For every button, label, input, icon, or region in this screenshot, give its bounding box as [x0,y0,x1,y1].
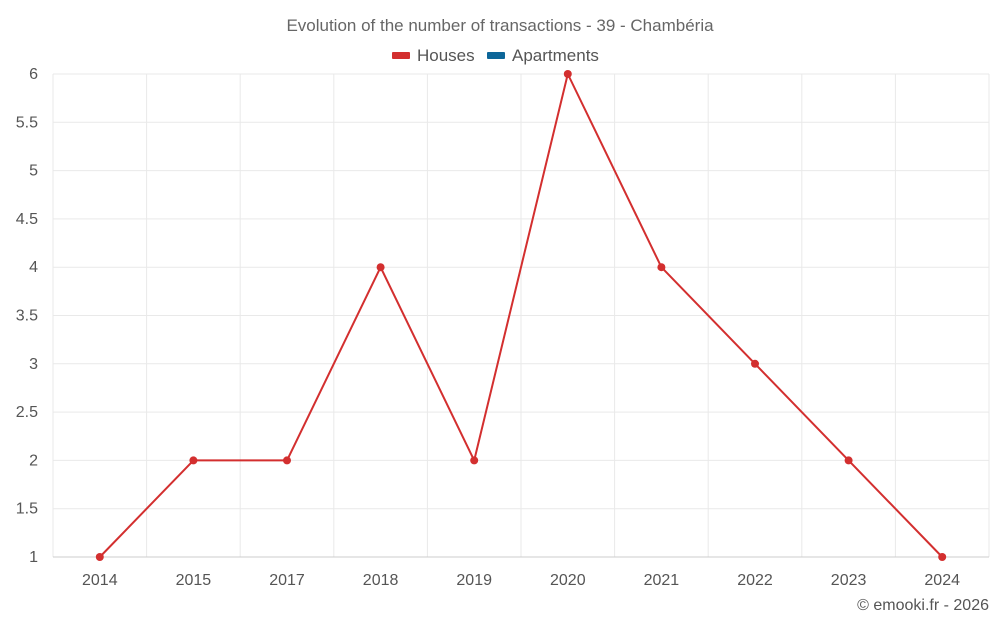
y-axis-ticks: 1 1.5 2 2.5 3 3.5 4 4.5 5 5.5 6 [16,66,38,566]
data-point[interactable] [376,263,385,272]
y-tick-label: 6 [29,66,38,83]
x-axis-ticks: 2014 2015 2017 2018 2019 2020 2021 2022 2023 2024 [82,572,960,589]
data-point[interactable] [283,456,291,465]
x-tick-label: 2014 [82,572,118,589]
x-tick-label: 2023 [831,572,867,589]
x-tick-label: 2020 [550,572,586,589]
y-tick-label: 1 [29,549,38,566]
y-tick-label: 1.5 [16,501,38,518]
data-point[interactable] [657,263,666,272]
legend-swatch-houses [392,52,410,59]
series-line-houses [99,73,943,558]
data-point[interactable] [751,359,759,368]
credit-text: © emooki.fr - 2026 [857,597,989,614]
x-tick-label: 2024 [924,572,960,589]
series-houses [95,70,947,561]
legend-label-houses[interactable]: Houses [417,46,475,65]
legend-swatch-apartments [487,52,505,59]
x-tick-label: 2018 [363,572,399,589]
y-tick-label: 3.5 [16,308,38,325]
y-tick-label: 2 [29,452,38,469]
y-tick-label: 4 [29,259,38,276]
data-point[interactable] [470,456,479,465]
x-tick-label: 2017 [269,572,305,589]
y-tick-label: 2.5 [16,404,38,421]
y-tick-label: 5.5 [16,114,38,131]
x-tick-label: 2021 [644,572,680,589]
x-tick-label: 2022 [737,572,773,589]
data-point[interactable] [844,456,853,465]
y-tick-label: 4.5 [16,211,38,228]
data-point[interactable] [563,70,572,78]
x-tick-label: 2019 [456,572,492,589]
data-point[interactable] [189,456,198,465]
data-point[interactable] [95,553,104,561]
legend-label-apartments[interactable]: Apartments [512,46,599,65]
legend: Houses Apartments [392,46,599,65]
y-tick-label: 3 [29,356,38,373]
data-point[interactable] [938,553,947,561]
y-tick-label: 5 [29,163,38,180]
chart-title: Evolution of the number of transactions … [286,16,714,35]
x-tick-label: 2015 [176,572,212,589]
grid [52,73,990,558]
